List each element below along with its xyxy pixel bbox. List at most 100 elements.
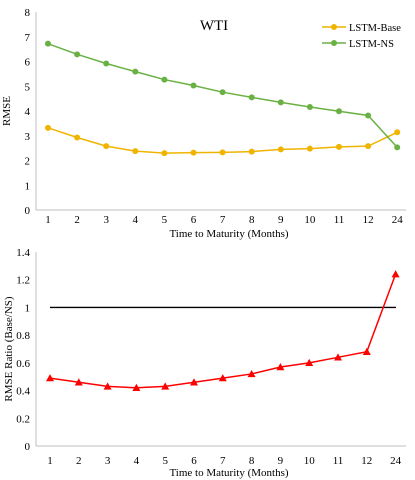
data-point bbox=[219, 89, 226, 96]
x-tick-label: 11 bbox=[333, 455, 344, 467]
y-tick-label: 0 bbox=[25, 205, 31, 217]
x-tick-label: 12 bbox=[361, 455, 372, 467]
data-point bbox=[190, 378, 198, 386]
data-point bbox=[190, 82, 197, 89]
data-point bbox=[276, 363, 285, 371]
data-point bbox=[248, 148, 255, 155]
data-point bbox=[394, 144, 401, 151]
data-point bbox=[161, 76, 168, 83]
x-tick-label: 7 bbox=[220, 214, 226, 226]
x-tick-label: 9 bbox=[278, 455, 284, 467]
y-tick-label: 5 bbox=[25, 81, 31, 93]
data-point bbox=[46, 374, 54, 382]
chart-title: WTI bbox=[200, 18, 228, 34]
data-point bbox=[336, 108, 342, 115]
x-tick-label: 8 bbox=[249, 455, 255, 467]
data-point bbox=[219, 149, 226, 156]
x-tick-label: 2 bbox=[74, 214, 80, 226]
y-axis-label: RMSE Ratio (Base/NS) bbox=[3, 296, 15, 401]
data-point bbox=[132, 148, 139, 155]
y-tick-label: 0.2 bbox=[16, 413, 30, 425]
y-tick-label: 8 bbox=[25, 7, 31, 19]
y-tick-label: 7 bbox=[25, 32, 31, 44]
data-point bbox=[391, 270, 400, 278]
data-point bbox=[74, 378, 83, 386]
series-line-lstm-base bbox=[47, 127, 398, 154]
y-tick-label: 0 bbox=[25, 441, 31, 453]
x-tick-label: 3 bbox=[105, 455, 111, 467]
series-line-ratio bbox=[49, 273, 397, 389]
x-tick-label: 6 bbox=[191, 455, 197, 467]
y-axis-label: RMSE bbox=[1, 96, 13, 126]
data-point bbox=[248, 94, 255, 101]
legend-label-lstm-ns: LSTM-NS bbox=[349, 39, 394, 50]
legend-label-lstm-base: LSTM-Base bbox=[349, 23, 401, 34]
data-point bbox=[334, 353, 342, 361]
data-point bbox=[45, 40, 51, 47]
data-point bbox=[103, 143, 110, 150]
data-point bbox=[103, 382, 112, 390]
data-point bbox=[132, 383, 141, 391]
data-point bbox=[74, 134, 81, 141]
x-tick-label: 12 bbox=[363, 214, 374, 226]
x-tick-label: 8 bbox=[249, 214, 255, 226]
x-axis-label: Time to Maturity (Months) bbox=[169, 228, 288, 240]
legend: LSTM-Base LSTM-NS bbox=[322, 23, 401, 50]
y-tick-label: 1 bbox=[25, 302, 31, 314]
y-tick-label: 1.2 bbox=[16, 275, 30, 287]
y-tick-label: 1 bbox=[25, 180, 31, 192]
data-point bbox=[277, 99, 284, 106]
y-tick-label: 0.6 bbox=[16, 358, 30, 370]
x-tick-label: 4 bbox=[133, 214, 139, 226]
data-point bbox=[305, 358, 314, 367]
legend-item-lstm-ns: LSTM-NS bbox=[322, 39, 394, 50]
data-point bbox=[365, 143, 372, 150]
x-tick-label: 7 bbox=[220, 455, 226, 467]
legend-marker-lstm-base bbox=[331, 24, 337, 30]
x-tick-label: 10 bbox=[304, 455, 316, 467]
data-point bbox=[394, 129, 401, 136]
y-tick-label: 0.8 bbox=[16, 330, 30, 342]
x-tick-label: 5 bbox=[162, 214, 168, 226]
data-point bbox=[336, 143, 342, 150]
data-point bbox=[161, 150, 168, 157]
data-point bbox=[74, 51, 81, 58]
data-point bbox=[306, 145, 313, 152]
legend-item-lstm-base: LSTM-Base bbox=[322, 23, 401, 34]
series-line-lstm-ns bbox=[47, 42, 398, 148]
data-point bbox=[132, 68, 139, 75]
y-tick-label: 4 bbox=[25, 106, 31, 118]
x-tick-label: 4 bbox=[134, 455, 140, 467]
data-point bbox=[45, 124, 51, 131]
rmse-ratio-chart: 00.20.40.60.811.21.41 2 3 4 5 6 7 8 9 10 11 12 24Tim… bbox=[3, 247, 406, 479]
x-tick-label: 2 bbox=[76, 455, 82, 467]
x-tick-label: 10 bbox=[304, 214, 316, 226]
x-tick-label: 11 bbox=[334, 214, 345, 226]
data-point bbox=[247, 369, 256, 378]
x-axis-label: Time to Maturity (Months) bbox=[169, 467, 288, 479]
x-tick-label: 24 bbox=[390, 455, 402, 467]
x-tick-label: 3 bbox=[103, 214, 109, 226]
x-tick-label: 5 bbox=[162, 455, 168, 467]
data-point bbox=[365, 112, 372, 119]
data-point bbox=[218, 374, 227, 382]
y-tick-label: 1.4 bbox=[16, 247, 30, 259]
legend-marker-lstm-ns bbox=[331, 40, 337, 46]
data-point bbox=[362, 347, 371, 355]
y-tick-label: 2 bbox=[25, 156, 31, 168]
data-point bbox=[277, 146, 284, 153]
x-tick-label: 1 bbox=[47, 455, 53, 467]
x-tick-label: 6 bbox=[191, 214, 197, 226]
x-tick-label: 9 bbox=[278, 214, 284, 226]
data-point bbox=[306, 104, 313, 111]
x-tick-label: 24 bbox=[392, 214, 404, 226]
data-point bbox=[190, 149, 197, 156]
data-point bbox=[103, 60, 110, 67]
y-tick-label: 6 bbox=[25, 57, 31, 69]
data-point bbox=[161, 382, 170, 390]
x-tick-label: 1 bbox=[45, 214, 51, 226]
y-tick-label: 0.4 bbox=[16, 386, 30, 398]
y-tick-label: 3 bbox=[25, 131, 31, 143]
